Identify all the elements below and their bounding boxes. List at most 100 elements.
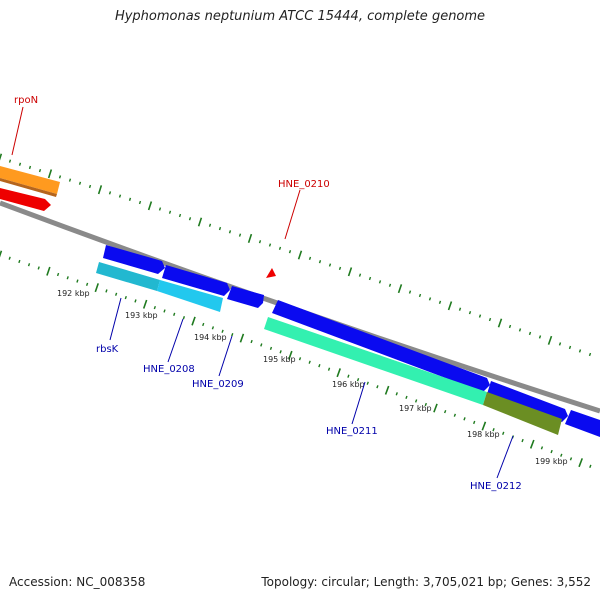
minor-tick	[202, 322, 205, 327]
minor-tick	[328, 263, 332, 267]
minor-tick	[424, 402, 427, 407]
minor-tick	[358, 273, 362, 277]
minor-tick	[488, 317, 492, 322]
hne0212-cds-arrow[interactable]	[487, 381, 568, 422]
minor-tick	[8, 159, 12, 163]
minor-tick	[269, 346, 273, 351]
minor-tick	[473, 420, 476, 425]
hne0211-feature-bar[interactable]	[264, 317, 487, 405]
gene-label-hne0210[interactable]: HNE_0210	[278, 179, 330, 190]
minor-tick	[418, 293, 422, 298]
minor-tick	[468, 310, 472, 315]
minor-tick	[318, 364, 321, 368]
rbsK-feature-bar[interactable]	[96, 262, 160, 291]
hne0212-feature-bar[interactable]	[483, 392, 562, 435]
hne0208-feature-bar[interactable]	[157, 280, 223, 312]
minor-tick	[478, 314, 482, 318]
minor-tick	[231, 333, 234, 337]
minor-tick	[228, 230, 232, 234]
major-tick	[247, 233, 253, 243]
scale-label: 195 kbp	[263, 355, 296, 364]
hne0209-cds-arrow[interactable]	[227, 286, 264, 308]
major-tick	[94, 283, 99, 293]
major-tick	[297, 250, 303, 260]
minor-tick	[268, 243, 272, 247]
gene-label-rbsK[interactable]: rbsK	[96, 344, 119, 355]
hne0208-cds-arrow[interactable]	[162, 265, 230, 296]
minor-tick	[502, 431, 505, 435]
minor-tick	[338, 266, 342, 271]
rpoN-leader-line	[11, 106, 24, 156]
minor-tick	[588, 352, 592, 357]
minor-tick	[308, 256, 312, 260]
major-tick	[147, 201, 153, 211]
minor-tick	[538, 335, 542, 339]
next-cds-arrow[interactable]	[565, 410, 600, 437]
minor-tick	[492, 428, 495, 432]
minor-tick	[278, 246, 282, 250]
minor-tick	[18, 162, 22, 166]
minor-tick	[318, 260, 322, 264]
minor-tick	[105, 289, 108, 293]
major-tick	[46, 266, 51, 276]
minor-tick	[153, 305, 156, 310]
gene-label-hne0209[interactable]: HNE_0209	[192, 379, 244, 390]
minor-tick	[428, 297, 432, 301]
scale-label: 199 kbp	[535, 457, 568, 466]
scale-label: 196 kbp	[332, 380, 365, 389]
minor-tick	[66, 276, 69, 280]
rbsK-cds-arrow[interactable]	[103, 245, 165, 274]
hne0210-cds-arrow[interactable]	[266, 268, 276, 278]
minor-tick	[589, 464, 592, 468]
outer-tick-ring	[0, 153, 592, 357]
gene-label-hne0208[interactable]: HNE_0208	[143, 364, 195, 375]
minor-tick	[250, 339, 253, 344]
hne0208-leader-line	[167, 318, 184, 363]
minor-tick	[58, 175, 62, 179]
major-tick	[239, 333, 245, 343]
minor-tick	[56, 272, 60, 277]
scale-label: 194 kbp	[194, 333, 227, 342]
minor-tick	[558, 342, 562, 346]
major-tick	[47, 169, 53, 179]
gene-label-hne0212[interactable]: HNE_0212	[470, 481, 522, 492]
rpoN-feature-bar[interactable]	[0, 166, 60, 194]
minor-tick	[173, 312, 176, 316]
major-tick	[347, 267, 353, 277]
minor-tick	[221, 329, 224, 333]
genome-summary-text: Topology: circular; Length: 3,705,021 bp…	[261, 575, 591, 589]
minor-tick	[528, 331, 532, 336]
rbsK-leader-line	[109, 297, 122, 341]
gene-label-hne0211[interactable]: HNE_0211	[326, 426, 378, 437]
inner-tick-ring	[0, 250, 592, 468]
minor-tick	[188, 217, 192, 221]
minor-tick	[38, 168, 42, 173]
minor-tick	[438, 300, 442, 304]
minor-tick	[368, 276, 372, 281]
map-title: Hyphomonas neptunium ATCC 15444, complet…	[114, 9, 486, 24]
minor-tick	[114, 292, 118, 296]
minor-tick	[569, 457, 573, 461]
rpoN-cds-arrow[interactable]	[0, 188, 51, 211]
minor-tick	[308, 360, 311, 364]
minor-tick	[68, 178, 72, 182]
major-tick	[497, 318, 503, 328]
minor-tick	[208, 223, 212, 227]
gene-label-rpoN[interactable]: rpoN	[14, 95, 38, 106]
major-tick	[197, 217, 203, 227]
minor-tick	[28, 165, 32, 170]
hne0211-cds-arrow[interactable]	[272, 300, 490, 392]
scale-labels: 192 kbp 193 kbp 194 kbp 195 kbp 196 kbp …	[57, 289, 568, 466]
minor-tick	[578, 349, 582, 353]
hne0209-leader-line	[218, 335, 233, 377]
minor-tick	[138, 200, 142, 205]
minor-tick	[178, 213, 182, 218]
hne0211-leader-line	[351, 381, 366, 425]
minor-tick	[85, 282, 89, 286]
major-tick	[529, 439, 535, 449]
minor-tick	[366, 381, 369, 385]
major-tick	[142, 299, 148, 309]
minor-tick	[211, 326, 215, 330]
minor-tick	[376, 385, 379, 389]
